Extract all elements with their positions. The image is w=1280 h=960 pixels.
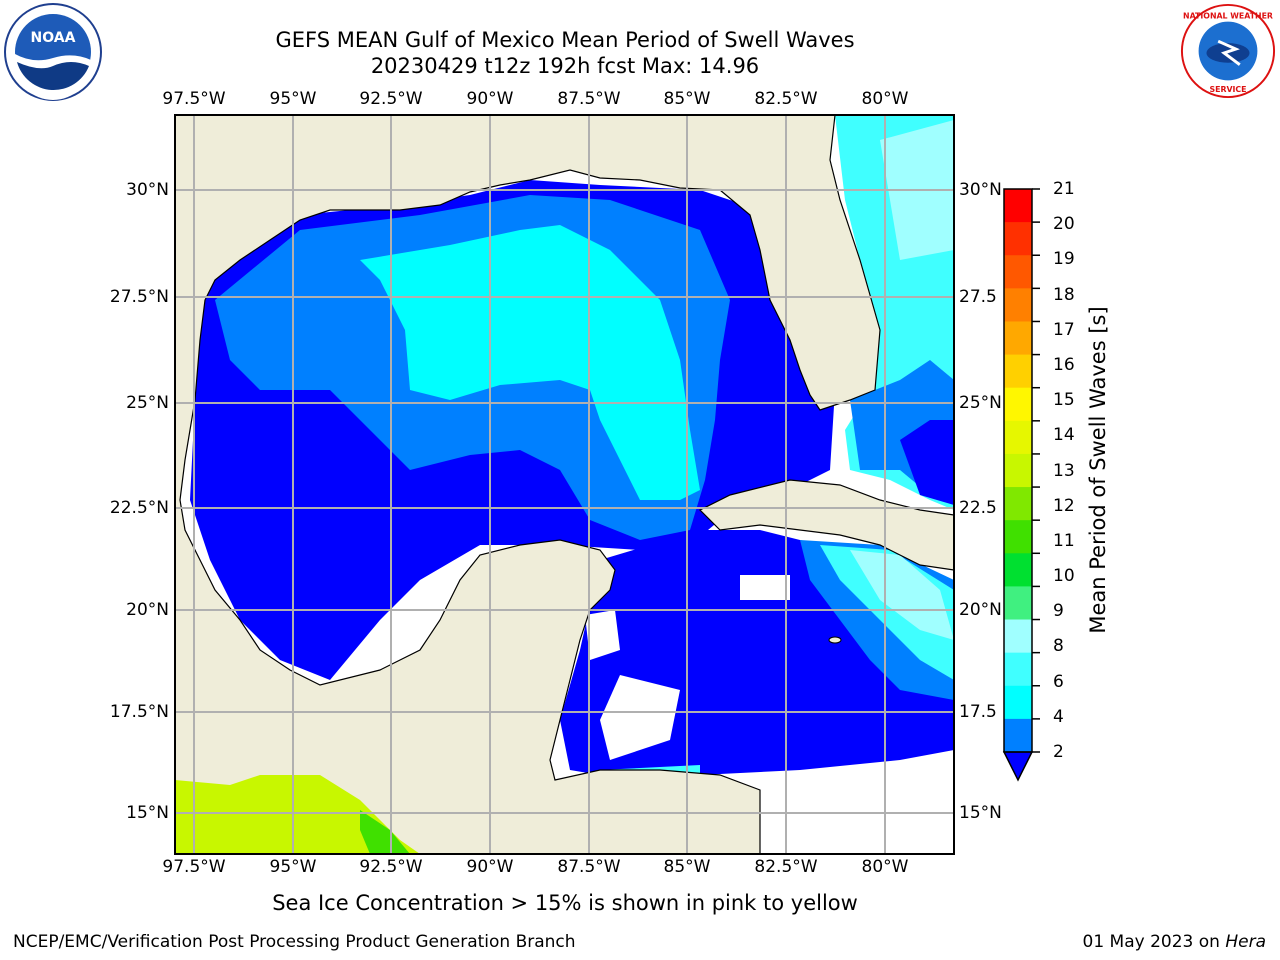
colorbar [1004, 188, 1040, 753]
lat-label-right: 25°N [959, 393, 1002, 413]
lon-label-bottom: 90°W [466, 857, 514, 877]
footer-date-text: 01 May 2023 on [1082, 932, 1220, 952]
lat-label-right: 22.5 [959, 498, 997, 518]
footer-branch: NCEP/EMC/Verification Post Processing Pr… [13, 932, 576, 952]
colorbar-segment [1004, 189, 1032, 223]
colorbar-segment [1004, 586, 1032, 621]
map-gridlines [175, 115, 954, 854]
colorbar-segment [1004, 652, 1032, 687]
lat-label-left: 27.5°N [109, 287, 169, 307]
footer-date: 01 May 2023 on Hera [1083, 932, 1267, 952]
colorbar-tick-label: 15 [1053, 390, 1075, 411]
colorbar-segment [1004, 520, 1032, 554]
colorbar-segment [1004, 222, 1032, 256]
colorbar-title: Mean Period of Swell Waves [s] [1086, 306, 1110, 634]
colorbar-tick-label: 20 [1053, 214, 1075, 235]
colorbar-tick-label: 6 [1053, 671, 1064, 692]
lon-label-bottom: 82.5°W [754, 857, 818, 877]
colorbar-segment [1004, 453, 1032, 488]
colorbar-tick-label: 18 [1053, 284, 1075, 305]
gulf-cyan-region [360, 225, 700, 500]
lat-label-right: 30°N [959, 180, 1002, 200]
lon-label-bottom: 85°W [663, 857, 711, 877]
lat-label-left: 25°N [126, 393, 169, 413]
colorbar-segment [1004, 718, 1032, 753]
colorbar-tick-label: 12 [1053, 495, 1075, 516]
svg-text:NATIONAL WEATHER: NATIONAL WEATHER [1183, 12, 1273, 21]
colorbar-segment [1004, 387, 1032, 422]
colorbar-segment [1004, 619, 1032, 654]
land-cuba [698, 479, 954, 571]
map-frame [174, 114, 955, 855]
colorbar-tick-label: 11 [1053, 530, 1075, 551]
national-weather-service-logo: NATIONAL WEATHER SERVICE [1180, 3, 1276, 99]
colorbar-tick-label: 8 [1053, 636, 1064, 657]
lon-label-top: 82.5°W [754, 89, 818, 109]
colorbar-tick-label: 14 [1053, 425, 1075, 446]
colorbar-frame [1003, 188, 1033, 753]
colorbar-segment [1004, 685, 1032, 720]
lon-label-top: 80°W [861, 89, 909, 109]
colorbar-tick-label: 17 [1053, 319, 1075, 340]
svg-text:SERVICE: SERVICE [1209, 85, 1246, 94]
lat-label-left: 20°N [126, 600, 169, 620]
colorbar-tick-label: 9 [1053, 601, 1064, 622]
lat-label-right: 27.5 [959, 287, 997, 307]
lon-label-top: 87.5°W [557, 89, 621, 109]
sea-ice-note: Sea Ice Concentration > 15% is shown in … [272, 891, 858, 915]
colorbar-segment [1004, 420, 1032, 455]
chart-subtitle: 20230429 t12z 192h fcst Max: 14.96 [370, 54, 760, 78]
lat-label-right: 20°N [959, 600, 1002, 620]
lat-label-right: 17.5 [959, 702, 997, 722]
colorbar-segment [1004, 255, 1032, 289]
lon-label-top: 90°W [466, 89, 514, 109]
lon-label-top: 95°W [269, 89, 317, 109]
svg-text:NOAA: NOAA [31, 30, 76, 46]
lon-label-top: 92.5°W [359, 89, 423, 109]
colorbar-tick-label: 19 [1053, 249, 1075, 270]
lon-label-bottom: 95°W [269, 857, 317, 877]
colorbar-segment [1004, 553, 1032, 587]
lat-label-left: 17.5°N [109, 702, 169, 722]
colorbar-tick-label: 21 [1053, 179, 1075, 199]
colorbar-extend-arrow [1002, 751, 1034, 782]
lon-label-bottom: 87.5°W [557, 857, 621, 877]
lon-label-top: 97.5°W [162, 89, 226, 109]
lon-label-top: 85°W [663, 89, 711, 109]
colorbar-tick-label: 16 [1053, 354, 1075, 375]
lon-label-bottom: 92.5°W [359, 857, 423, 877]
footer-machine: Hera [1225, 932, 1266, 952]
pacific-yellow-region [175, 775, 420, 854]
colorbar-segment [1004, 321, 1032, 356]
colorbar-tick-label: 2 [1053, 742, 1064, 762]
noaa-logo: NOAA [4, 3, 102, 101]
lon-label-bottom: 80°W [861, 857, 909, 877]
lat-label-left: 30°N [126, 180, 169, 200]
colorbar-tick-label: 10 [1053, 566, 1075, 587]
colorbar-tick-label: 4 [1053, 706, 1064, 727]
colorbar-segment [1004, 288, 1032, 322]
chart-title: GEFS MEAN Gulf of Mexico Mean Period of … [275, 28, 855, 52]
lat-label-left: 22.5°N [109, 498, 169, 518]
colorbar-segment [1004, 487, 1032, 521]
lat-label-left: 15°N [126, 803, 169, 823]
colorbar-segment [1004, 354, 1032, 389]
colorbar-tick-label: 13 [1053, 460, 1075, 481]
lon-label-bottom: 97.5°W [162, 857, 226, 877]
lat-label-right: 15°N [959, 803, 1002, 823]
